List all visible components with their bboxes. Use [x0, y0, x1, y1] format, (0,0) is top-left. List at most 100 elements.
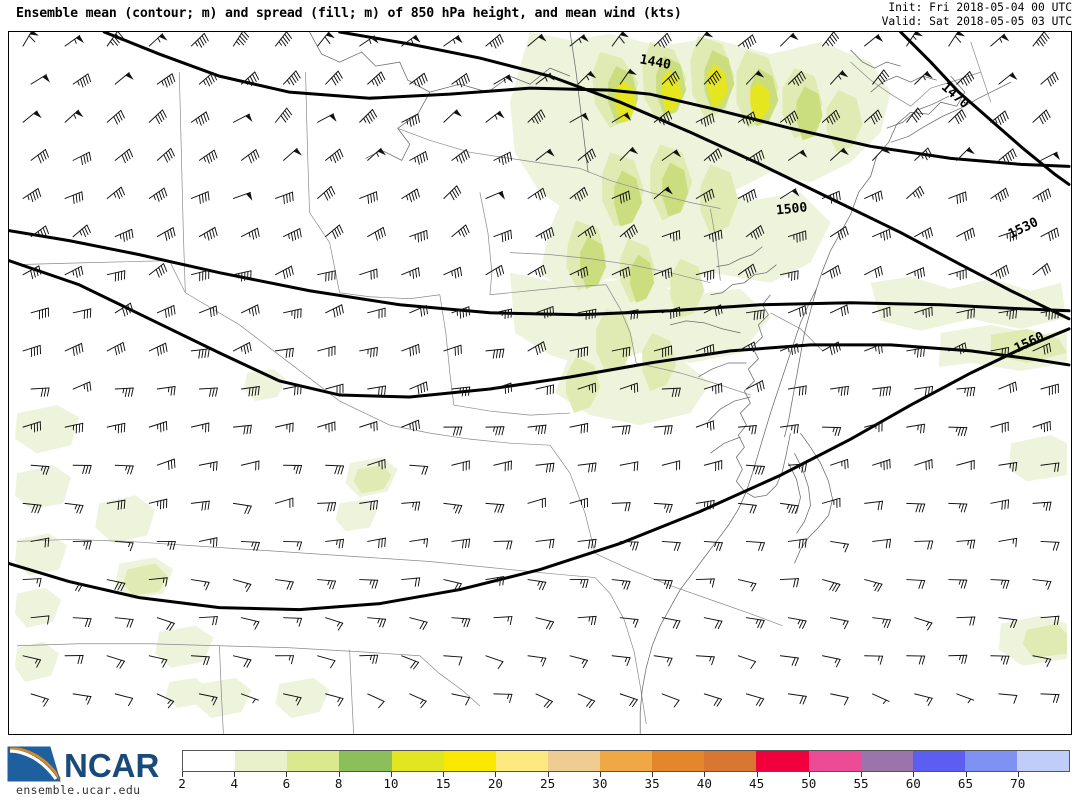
wind-barb — [22, 502, 42, 514]
wind-barb — [409, 72, 428, 88]
wind-barb — [611, 425, 631, 435]
init-time: Init: Fri 2018-05-04 00 UTC — [888, 1, 1072, 14]
wind-barb — [317, 502, 337, 512]
colorbar-tick — [861, 772, 863, 777]
wind-barb — [283, 308, 302, 319]
wind-barb — [1032, 343, 1052, 355]
wind-barb — [695, 499, 715, 511]
wind-barb — [619, 617, 639, 628]
wind-barb — [914, 617, 933, 631]
wind-barb — [72, 540, 92, 550]
wind-barb — [779, 32, 799, 47]
wind-barb — [872, 69, 890, 85]
wind-barb — [914, 147, 933, 161]
wind-barb — [198, 305, 218, 318]
wind-barb — [232, 655, 252, 668]
wind-barb — [240, 617, 260, 630]
wind-barb — [232, 32, 250, 47]
wind-barb — [1040, 383, 1059, 396]
wind-barb — [906, 185, 925, 199]
wind-barb — [240, 386, 260, 397]
wind-barb — [990, 187, 1009, 202]
colorbar-tick-label: 6 — [282, 776, 291, 791]
wind-barb — [787, 617, 807, 629]
wind-barb — [611, 346, 631, 358]
contour-label-1500: 1500 — [775, 200, 808, 218]
wind-barb — [535, 306, 555, 319]
wind-barb — [703, 693, 723, 707]
wind-barb — [535, 148, 555, 161]
colorbar-tick — [443, 772, 445, 777]
wind-barb — [906, 347, 925, 358]
wind-barb — [703, 229, 723, 243]
colorbar-tick — [286, 772, 288, 777]
wind-barb — [745, 70, 765, 85]
wind-barb — [948, 191, 967, 205]
wind-barb-layer — [22, 32, 1060, 709]
wind-barb — [695, 269, 715, 281]
wind-barb — [156, 693, 175, 709]
colorbar-swatch — [860, 751, 913, 771]
wind-barb — [569, 655, 588, 669]
wind-barb — [493, 382, 513, 394]
wind-barb — [325, 70, 343, 86]
wind-barb — [325, 224, 344, 240]
colorbar-tick — [652, 772, 654, 777]
wind-barb — [451, 306, 470, 319]
wind-barb — [527, 655, 547, 667]
wind-barb — [914, 385, 934, 397]
colorbar-tick-label: 4 — [230, 776, 239, 791]
wind-barb — [106, 579, 126, 592]
wind-barb — [359, 109, 378, 124]
wind-barb — [232, 191, 253, 201]
wind-barb — [240, 149, 260, 164]
wind-barb — [30, 225, 50, 238]
wind-barb — [72, 693, 92, 705]
map-panel[interactable]: .sp1 { fill:#eef3dc; } .sp2 { fill:#e0eb… — [8, 31, 1072, 735]
wind-barb — [190, 500, 210, 511]
wind-barb — [283, 464, 303, 475]
wind-barb — [611, 502, 631, 512]
wind-barb — [451, 460, 470, 472]
wind-barb — [30, 387, 50, 397]
wind-barb — [401, 419, 420, 432]
wind-barb — [535, 384, 555, 396]
wind-barb — [443, 579, 462, 592]
wind-barb — [106, 499, 126, 511]
wind-barb — [114, 387, 134, 398]
wind-barb — [535, 538, 555, 549]
wind-barb — [956, 539, 976, 549]
wind-barb — [872, 693, 890, 704]
colorbar-tick-label: 15 — [435, 776, 451, 791]
wind-barb — [409, 151, 428, 165]
wind-barb — [367, 617, 387, 628]
wind-barb — [367, 147, 387, 161]
wind-barb — [779, 502, 799, 514]
wind-barb — [830, 385, 849, 397]
ncar-logo[interactable]: NCAR ensemble.ucar.edu — [6, 741, 172, 797]
wind-barb — [317, 32, 335, 47]
wind-barb — [317, 113, 337, 123]
colorbar-tick-label: 2 — [178, 776, 186, 791]
wind-barb — [106, 270, 126, 282]
colorbar-tick — [547, 772, 549, 777]
ncar-logo-mark-icon — [7, 746, 62, 782]
spread-colorbar[interactable]: 2 4 6 8 10 15 20 25 30 35 40 45 50 55 60 65 70 — [178, 750, 1070, 796]
wind-barb — [998, 72, 1018, 85]
wind-barb — [283, 540, 303, 551]
height-contour-layer — [9, 32, 1071, 612]
wind-barb — [30, 307, 49, 320]
wind-barb — [577, 382, 597, 394]
run-timestamp-block: Init: Fri 2018-05-04 00 UTC Valid: Sat 2… — [882, 1, 1072, 28]
wind-barb — [830, 147, 849, 161]
wind-barb — [190, 33, 209, 48]
wind-barb — [443, 185, 462, 201]
colorbar-tick — [390, 772, 392, 777]
wind-barb — [569, 423, 589, 434]
wind-barb — [106, 32, 124, 47]
wind-barb — [401, 501, 421, 511]
wind-barb — [998, 462, 1018, 472]
wind-barb — [148, 263, 168, 278]
wind-barb — [914, 693, 933, 706]
wind-barb — [22, 655, 42, 668]
